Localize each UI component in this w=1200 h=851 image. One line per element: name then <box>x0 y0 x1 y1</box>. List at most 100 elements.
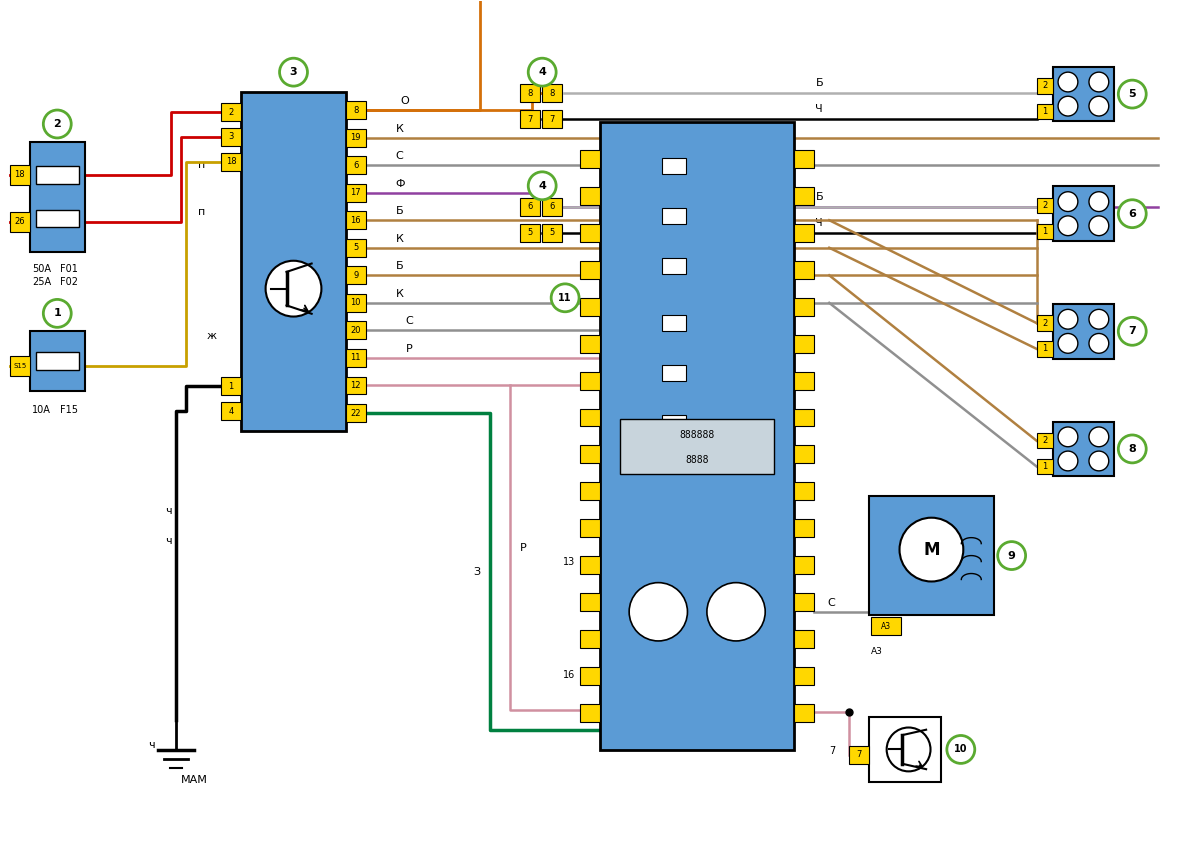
Bar <box>346 156 366 174</box>
Text: Б: Б <box>396 206 403 216</box>
Bar <box>241 92 346 431</box>
Bar <box>346 184 366 202</box>
Circle shape <box>43 300 71 328</box>
Text: 7: 7 <box>857 750 862 759</box>
Text: 8888: 8888 <box>685 455 709 465</box>
Text: S15: S15 <box>13 363 26 369</box>
Text: 3: 3 <box>228 133 234 141</box>
Bar <box>794 372 815 390</box>
Text: Б: Б <box>396 261 403 271</box>
Bar <box>10 356 30 376</box>
Circle shape <box>1058 216 1078 236</box>
Text: 18: 18 <box>226 157 236 166</box>
Circle shape <box>1088 310 1109 329</box>
Text: Р: Р <box>406 344 413 354</box>
Text: 888888: 888888 <box>679 431 715 440</box>
Text: 1: 1 <box>1042 345 1048 353</box>
Circle shape <box>265 260 322 317</box>
Bar <box>662 315 686 331</box>
Text: 4: 4 <box>228 407 234 415</box>
Text: 11: 11 <box>350 353 361 363</box>
Circle shape <box>629 583 688 641</box>
Text: 11: 11 <box>558 293 572 303</box>
Text: 17: 17 <box>350 188 361 197</box>
Bar <box>1037 316 1052 331</box>
Bar <box>346 322 366 340</box>
Circle shape <box>1058 451 1078 471</box>
Text: К: К <box>396 234 403 243</box>
Text: 13: 13 <box>563 557 575 567</box>
Text: 8: 8 <box>353 106 359 115</box>
Bar <box>1052 186 1115 241</box>
Bar <box>346 376 366 395</box>
Bar <box>521 110 540 128</box>
Bar <box>600 122 794 750</box>
Text: F15: F15 <box>60 405 78 415</box>
Bar <box>794 667 815 685</box>
Bar <box>580 408 600 426</box>
Bar <box>580 334 600 352</box>
Text: ч: ч <box>148 740 155 750</box>
Bar <box>662 259 686 274</box>
Text: 7: 7 <box>528 115 533 123</box>
Text: 10A: 10A <box>32 405 50 415</box>
Text: Р: Р <box>756 740 763 751</box>
Text: Ч: Ч <box>816 218 823 228</box>
Text: 10: 10 <box>350 299 361 307</box>
Bar <box>221 103 241 121</box>
Circle shape <box>1118 80 1146 108</box>
Bar <box>221 128 241 146</box>
Circle shape <box>1058 310 1078 329</box>
Text: О: О <box>401 96 409 106</box>
Bar <box>542 197 562 215</box>
Bar <box>346 211 366 229</box>
Bar <box>794 334 815 352</box>
Text: 2: 2 <box>54 119 61 129</box>
Text: 5: 5 <box>353 243 359 252</box>
Bar <box>580 372 600 390</box>
Circle shape <box>1088 96 1109 116</box>
Bar <box>662 415 686 431</box>
Text: 1: 1 <box>1042 462 1048 471</box>
Circle shape <box>1058 96 1078 116</box>
Bar <box>1037 341 1052 357</box>
Circle shape <box>1088 191 1109 212</box>
Text: Ч: Ч <box>816 104 823 114</box>
Bar <box>346 129 366 146</box>
Circle shape <box>280 58 307 86</box>
Text: 5: 5 <box>528 228 533 237</box>
Bar <box>10 212 30 232</box>
Text: 1: 1 <box>1042 107 1048 116</box>
Bar <box>794 224 815 242</box>
Text: 6: 6 <box>1128 208 1136 219</box>
Bar <box>221 402 241 420</box>
Text: 8: 8 <box>550 89 554 98</box>
Text: 18: 18 <box>14 170 25 180</box>
Bar <box>1037 459 1052 474</box>
Text: 3: 3 <box>289 67 298 77</box>
Text: 16: 16 <box>563 670 575 680</box>
Bar <box>662 208 686 224</box>
Text: 19: 19 <box>350 133 361 142</box>
Bar <box>542 110 562 128</box>
Circle shape <box>997 541 1026 569</box>
Bar <box>580 630 600 648</box>
Circle shape <box>1058 191 1078 212</box>
Bar <box>1037 433 1052 448</box>
Text: 4: 4 <box>539 180 546 191</box>
Bar <box>1037 197 1052 213</box>
Text: ж: ж <box>206 331 216 341</box>
Bar <box>521 197 540 215</box>
Text: 25A: 25A <box>32 277 50 288</box>
Text: F01: F01 <box>60 264 78 273</box>
Bar <box>346 101 366 119</box>
Text: К: К <box>396 288 403 299</box>
Bar <box>580 667 600 685</box>
Bar <box>346 266 366 284</box>
Text: 1: 1 <box>54 308 61 318</box>
Bar <box>580 260 600 279</box>
Text: 50A: 50A <box>32 264 50 273</box>
Text: 8: 8 <box>1128 444 1136 454</box>
Text: 2: 2 <box>1042 318 1048 328</box>
Text: З: З <box>473 567 480 576</box>
